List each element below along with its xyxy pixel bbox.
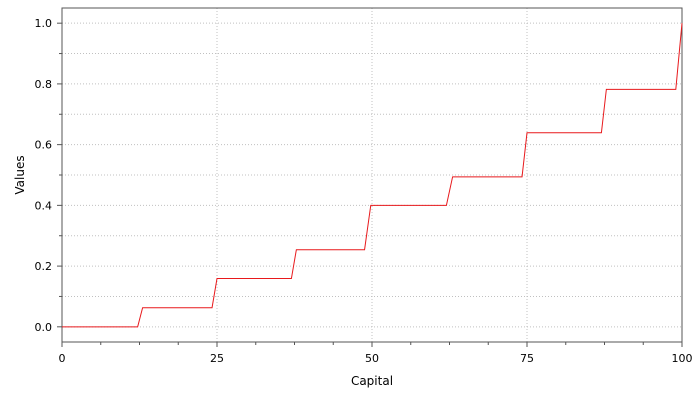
grid [61, 8, 683, 342]
x-tick-label: 25 [210, 352, 224, 365]
series-layer [62, 23, 683, 328]
y-tick-label: 0.0 [35, 321, 53, 334]
y-tick-label: 1.0 [35, 17, 53, 30]
y-tick-label: 0.2 [35, 260, 53, 273]
x-tick-label: 75 [520, 352, 534, 365]
x-axis-title: Capital [351, 374, 393, 388]
x-tick-label: 50 [365, 352, 379, 365]
y-tick-label: 0.4 [35, 199, 53, 212]
y-axis: 0.0 0.2 0.4 0.6 0.8 1.0 [35, 17, 62, 334]
x-tick-label: 100 [672, 352, 693, 365]
series-line-0 [62, 23, 683, 328]
y-tick-label: 0.6 [35, 139, 53, 152]
x-axis: 0 25 50 75 100 [59, 342, 693, 365]
y-axis-title: Values [13, 155, 27, 194]
x-tick-label: 0 [59, 352, 66, 365]
y-tick-label: 0.8 [35, 78, 53, 91]
